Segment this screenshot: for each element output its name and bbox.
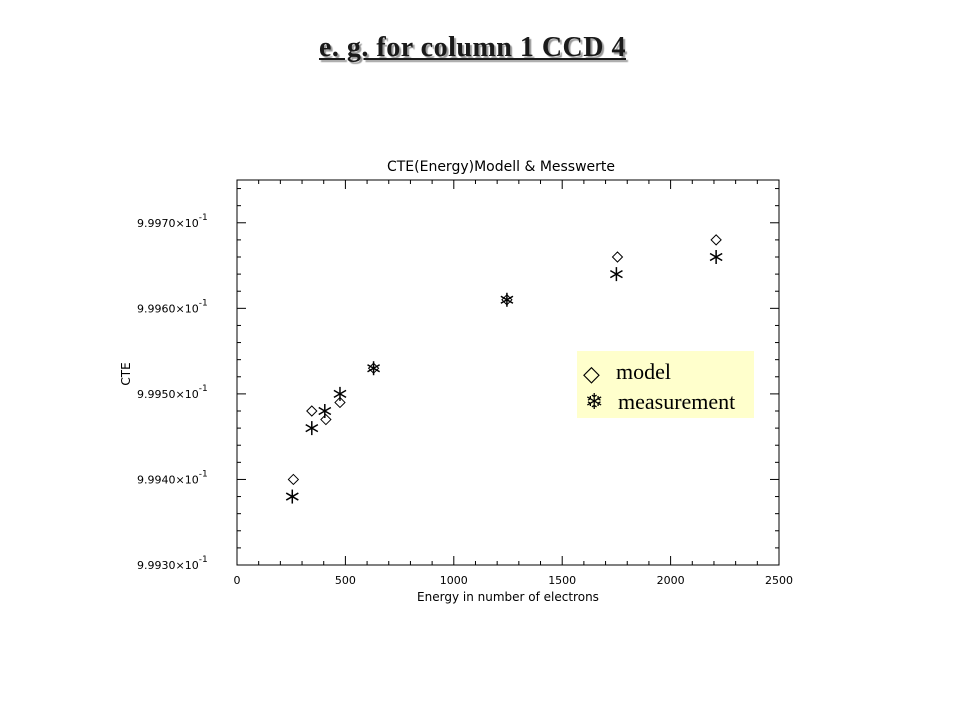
x-tick-label: 0 bbox=[234, 574, 241, 587]
x-tick-label: 1000 bbox=[440, 574, 468, 587]
measurement-point bbox=[318, 404, 332, 418]
legend-model-label: model bbox=[616, 359, 671, 384]
legend-box bbox=[577, 351, 754, 418]
measurement-point bbox=[709, 250, 723, 264]
chart-title: CTE(Energy)Modell & Messwerte bbox=[387, 159, 615, 175]
model-point bbox=[611, 251, 624, 263]
measurement-point bbox=[500, 292, 514, 307]
y-tick-label: 9.9960×10-1 bbox=[137, 298, 208, 315]
legend: ◇ model ❄ measurement bbox=[577, 351, 754, 418]
x-axis: 0 500 1000 1500 2000 2500 bbox=[234, 180, 793, 587]
measurement-point bbox=[305, 421, 319, 436]
model-point bbox=[306, 405, 318, 417]
y-axis: 9.9930×10-1 9.9940×10-1 9.9950×10-1 9.9960×… bbox=[137, 188, 779, 572]
model-point bbox=[287, 473, 300, 486]
measurement-point bbox=[367, 361, 381, 376]
measurement-point bbox=[333, 386, 347, 401]
y-tick-label: 9.9940×10-1 bbox=[137, 469, 208, 486]
slide-title: e. g. for column 1 CCD 4 bbox=[318, 32, 626, 63]
legend-measurement-icon: ❄ bbox=[585, 389, 603, 414]
model-point bbox=[320, 413, 332, 426]
legend-measurement-label: measurement bbox=[618, 389, 735, 414]
y-tick-label: 9.9970×10-1 bbox=[137, 213, 208, 230]
legend-model-icon: ◇ bbox=[583, 361, 600, 386]
data-points bbox=[285, 234, 723, 504]
x-tick-label: 500 bbox=[335, 574, 356, 587]
y-axis-label: CTE bbox=[119, 362, 133, 385]
x-tick-label: 2500 bbox=[765, 574, 793, 587]
y-tick-label: 9.9930×10-1 bbox=[137, 555, 208, 572]
measurement-point bbox=[609, 267, 623, 282]
x-tick-label: 2000 bbox=[657, 574, 685, 587]
measurement-point bbox=[285, 489, 299, 504]
y-tick-label: 9.9950×10-1 bbox=[137, 384, 208, 401]
plot-frame bbox=[236, 179, 780, 566]
model-point bbox=[710, 234, 722, 246]
x-axis-label: Energy in number of electrons bbox=[417, 590, 599, 604]
x-tick-label: 1500 bbox=[548, 574, 576, 587]
model-point bbox=[334, 396, 346, 409]
